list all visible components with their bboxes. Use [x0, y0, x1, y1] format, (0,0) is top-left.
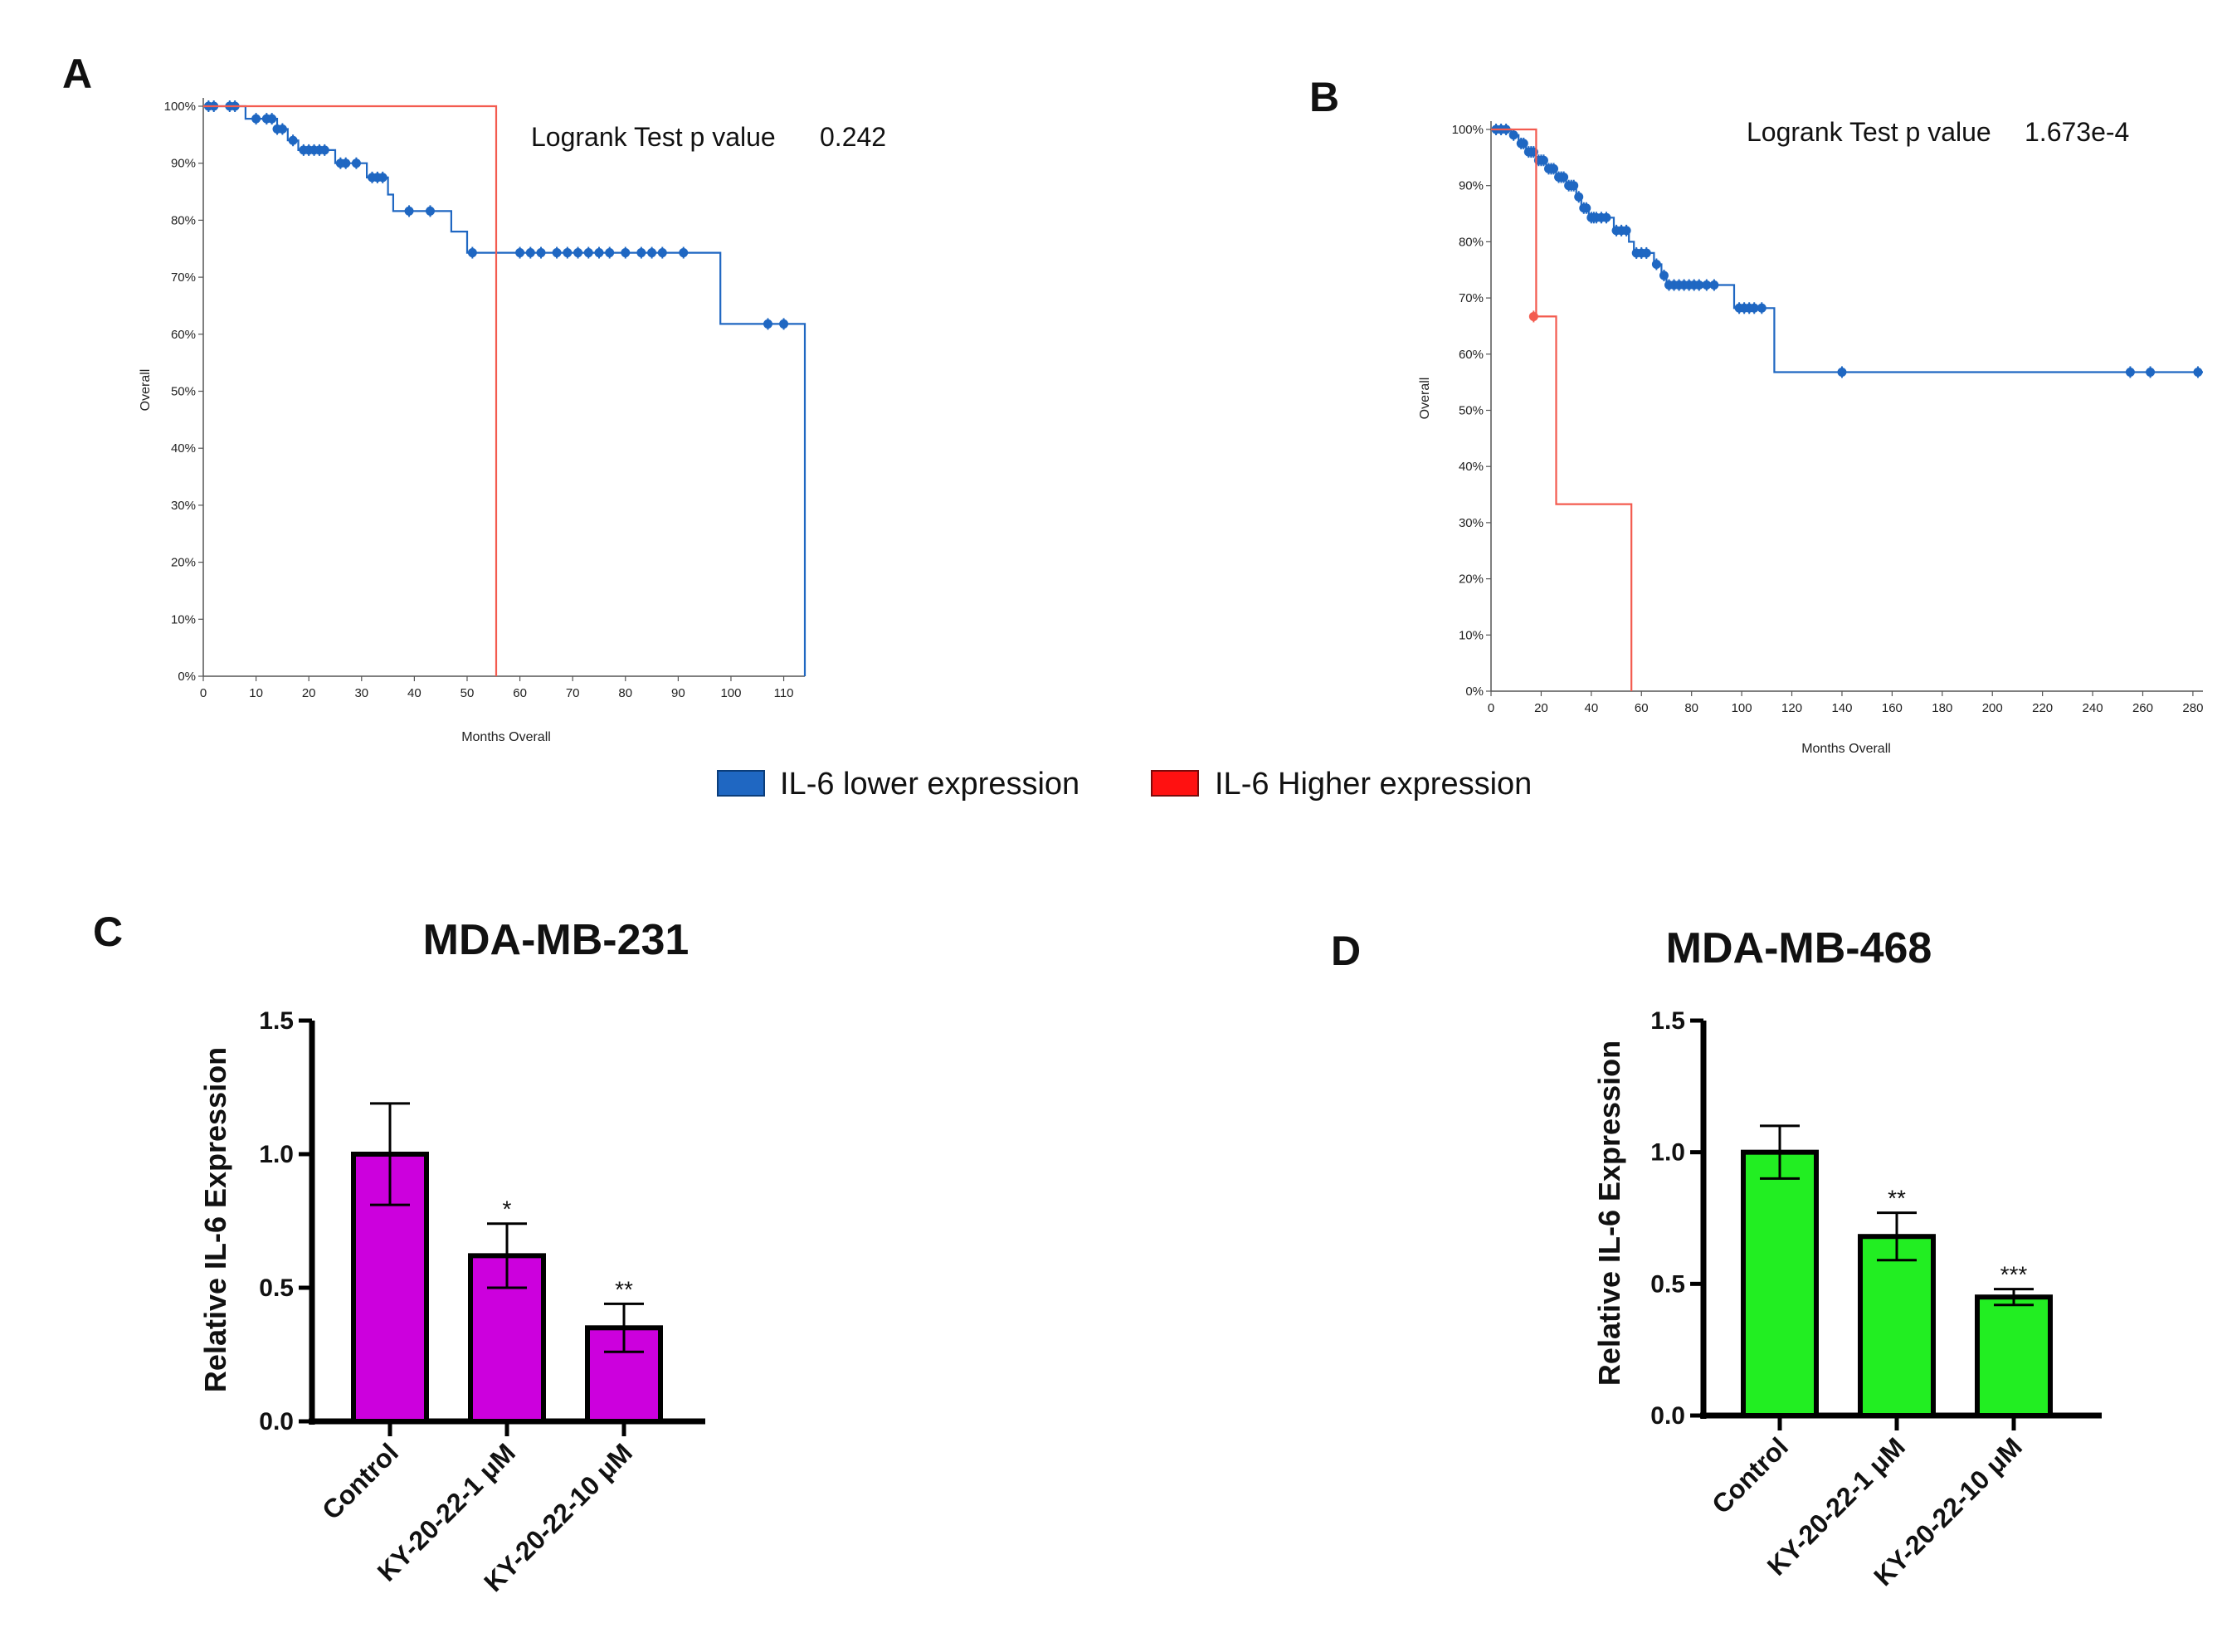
km-chart-b: Logrank Test p value 1.673e-4 Months Ove… [1418, 117, 2203, 756]
panel-label-b: B [1309, 74, 1339, 120]
legend-swatch-low [717, 770, 765, 797]
y-axis-label-b: Overall [1418, 378, 1432, 420]
y-tick-label-a: 70% [171, 270, 196, 285]
x-tick-label-b: 60 [1635, 701, 1649, 715]
significance-mark-c-1: * [503, 1196, 512, 1222]
y-tick-label-a: 100% [164, 100, 196, 114]
y-tick-label-b: 80% [1459, 235, 1484, 249]
x-tick-label-b: 140 [1831, 701, 1852, 715]
x-tick-label-a: 20 [302, 686, 316, 700]
x-tick-label-b: 180 [1932, 701, 1952, 715]
bar-chart-c: MDA-MB-231 Relative IL-6 Expression 0.0 0… [198, 916, 705, 1597]
y-tick-label-a: 0% [178, 670, 196, 684]
y-tick-label-b: 50% [1459, 404, 1484, 418]
category-label-c-0: Control [316, 1437, 404, 1525]
km-curve-a-high [203, 105, 498, 676]
x-tick-label-a: 50 [461, 686, 475, 700]
legend-swatch-high [1151, 770, 1199, 797]
y-tick-label-d: 0.5 [1650, 1270, 1685, 1298]
km-curve-a-low [203, 105, 806, 676]
y-tick-label-b: 70% [1459, 291, 1484, 305]
km-curve-b-low [1491, 128, 2203, 373]
x-tick-label-a: 70 [566, 686, 580, 700]
x-tick-label-a: 40 [407, 686, 422, 700]
y-tick-label-a: 10% [171, 612, 196, 626]
x-tick-label-b: 260 [2132, 701, 2153, 715]
category-label-d-0: Control [1706, 1431, 1794, 1519]
x-tick-label-a: 30 [354, 686, 368, 700]
panel-label-d: D [1331, 928, 1361, 974]
y-tick-label-a: 40% [171, 441, 196, 456]
y-tick-label-b: 20% [1459, 573, 1484, 587]
y-tick-label-b: 30% [1459, 516, 1484, 530]
x-tick-label-b: 40 [1585, 701, 1599, 715]
x-tick-label-a: 0 [200, 686, 207, 700]
bar-d-0 [1741, 1149, 1819, 1418]
y-tick-label-a: 80% [171, 213, 196, 227]
y-tick-label-a: 20% [171, 556, 196, 570]
x-tick-label-b: 160 [1882, 701, 1903, 715]
x-tick-label-a: 60 [513, 686, 527, 700]
x-tick-label-a: 10 [249, 686, 263, 700]
legend-label-low: IL-6 lower expression [780, 767, 1079, 802]
significance-mark-d-1: ** [1888, 1186, 1906, 1211]
x-tick-label-a: 80 [618, 686, 632, 700]
x-tick-label-a: 90 [671, 686, 685, 700]
x-tick-label-b: 20 [1534, 701, 1548, 715]
y-tick-label-b: 100% [1452, 123, 1484, 137]
logrank-label-b: Logrank Test p value [1747, 117, 1991, 147]
panel-label-a: A [62, 51, 92, 97]
x-tick-label-b: 0 [1488, 701, 1494, 715]
y-tick-label-b: 90% [1459, 179, 1484, 193]
logrank-pvalue-a: 0.242 [820, 122, 886, 152]
y-tick-label-a: 30% [171, 499, 196, 513]
logrank-pvalue-b: 1.673e-4 [2025, 117, 2129, 147]
y-tick-label-c: 0.0 [259, 1408, 294, 1435]
logrank-label-a: Logrank Test p value [531, 122, 776, 152]
y-tick-label-a: 50% [171, 385, 196, 399]
y-tick-label-b: 40% [1459, 460, 1484, 474]
y-tick-label-b: 10% [1459, 628, 1484, 642]
bar-chart-d: MDA-MB-468 Relative IL-6 Expression 0.0 0… [1592, 924, 2102, 1591]
x-tick-label-b: 240 [2083, 701, 2103, 715]
x-tick-label-b: 80 [1684, 701, 1698, 715]
y-tick-label-c: 1.5 [259, 1007, 294, 1035]
y-tick-label-c: 0.5 [259, 1274, 294, 1302]
x-tick-label-b: 100 [1732, 701, 1752, 715]
x-tick-label-b: 200 [1982, 701, 2003, 715]
x-tick-label-a: 110 [774, 686, 794, 700]
bar-d-1 [1858, 1234, 1936, 1419]
y-tick-label-a: 90% [171, 157, 196, 171]
legend-label-high: IL-6 Higher expression [1215, 767, 1532, 802]
y-tick-label-b: 0% [1465, 685, 1484, 699]
significance-mark-c-2: ** [615, 1276, 633, 1302]
y-tick-label-b: 60% [1459, 348, 1484, 362]
y-tick-label-c: 1.0 [259, 1141, 294, 1168]
panel-label-c: C [93, 909, 123, 955]
y-tick-label-a: 60% [171, 328, 196, 342]
significance-mark-d-2: *** [2000, 1262, 2028, 1288]
y-tick-label-d: 1.5 [1650, 1007, 1685, 1035]
x-axis-label-a: Months Overall [461, 730, 551, 744]
y-axis-label-c: Relative IL-6 Expression [198, 1047, 232, 1392]
x-tick-label-b: 120 [1781, 701, 1802, 715]
km-chart-a: Logrank Test p value 0.242 Months Overal… [139, 98, 886, 744]
chart-title-c: MDA-MB-231 [423, 916, 690, 964]
y-axis-label-a: Overall [139, 369, 153, 412]
legend: IL-6 lower expression IL-6 Higher expres… [717, 767, 1532, 802]
x-axis-label-b: Months Overall [1801, 742, 1891, 756]
x-tick-label-b: 220 [2032, 701, 2053, 715]
bar-d-2 [1975, 1294, 2053, 1418]
km-curve-b-high [1491, 128, 1633, 691]
x-tick-label-b: 280 [2182, 701, 2203, 715]
x-tick-label-a: 100 [720, 686, 741, 700]
y-tick-label-d: 1.0 [1650, 1139, 1685, 1167]
y-tick-label-d: 0.0 [1650, 1402, 1685, 1430]
y-axis-label-d: Relative IL-6 Expression [1592, 1040, 1626, 1386]
chart-title-d: MDA-MB-468 [1666, 924, 1932, 972]
